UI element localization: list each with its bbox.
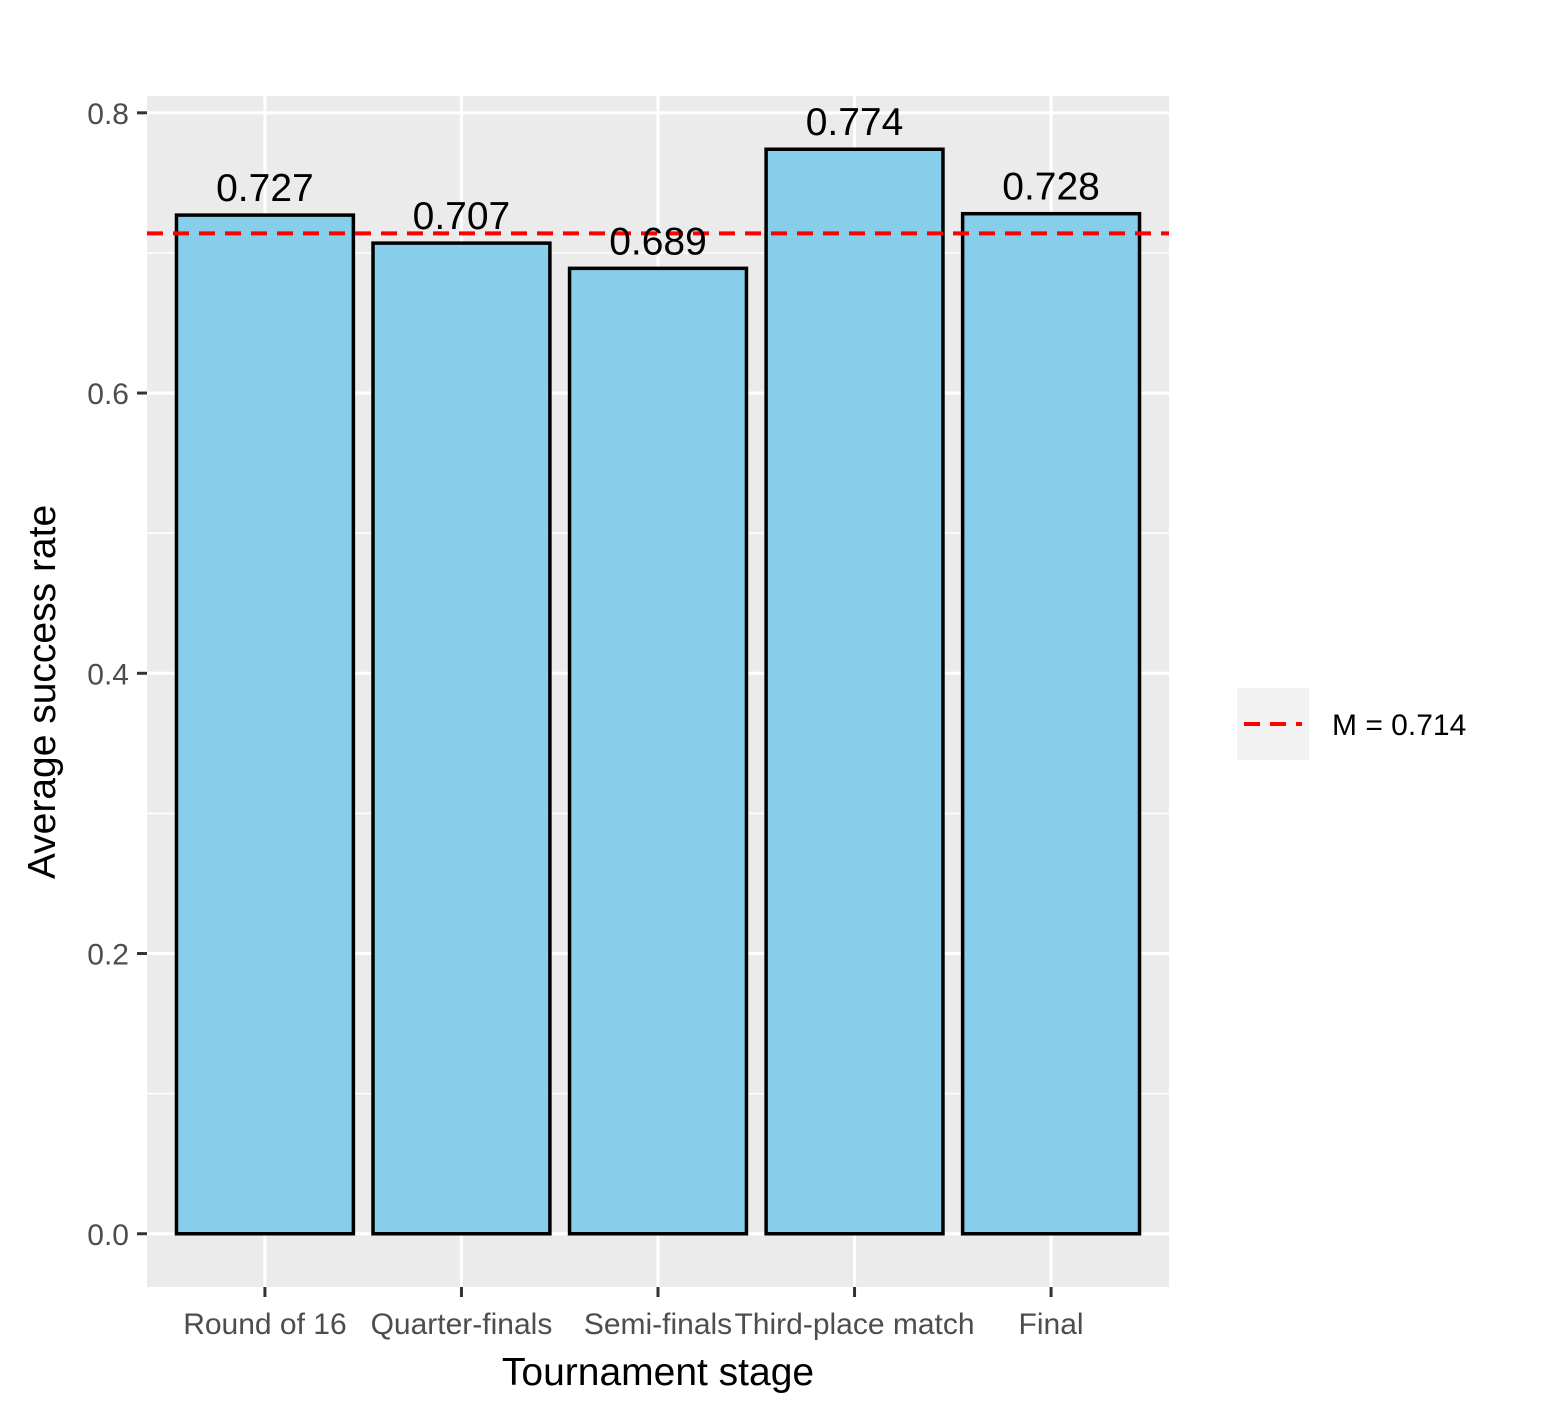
x-tick-label: Quarter-finals [371, 1308, 553, 1341]
legend-label: M = 0.714 [1332, 709, 1466, 742]
x-tick-label: Round of 16 [183, 1308, 346, 1341]
bar [764, 147, 945, 1236]
y-axis-title: Average success rate [21, 505, 64, 879]
y-tick-label: 0.0 [87, 1219, 129, 1252]
bar-value-label: 0.727 [216, 167, 314, 210]
bar-value-label: 0.689 [609, 220, 707, 263]
bar-value-label: 0.707 [413, 195, 511, 238]
bar [371, 241, 552, 1236]
bar [567, 266, 749, 1236]
x-tick-label: Third-place match [734, 1308, 974, 1341]
y-tick-label: 0.2 [87, 939, 129, 972]
bar [174, 213, 356, 1236]
bars [174, 147, 1142, 1236]
y-tick-label: 0.6 [87, 378, 129, 411]
x-axis-title: Tournament stage [502, 1351, 814, 1394]
x-axis: Round of 16 Quarter-finals Semi-finals Thir… [183, 1287, 1084, 1341]
bar-value-label: 0.728 [1002, 166, 1100, 209]
bar-value-label: 0.774 [806, 101, 904, 144]
data-labels: 0.727 0.707 0.689 0.774 0.728 [216, 101, 1100, 263]
x-tick-label: Final [1019, 1308, 1084, 1341]
legend: M = 0.714 [1237, 688, 1466, 760]
y-tick-label: 0.8 [87, 98, 129, 131]
y-tick-label: 0.4 [87, 658, 129, 691]
y-axis: 0.0 0.2 0.4 0.6 0.8 [87, 98, 147, 1252]
bar [960, 211, 1142, 1236]
x-tick-label: Semi-finals [584, 1308, 732, 1341]
